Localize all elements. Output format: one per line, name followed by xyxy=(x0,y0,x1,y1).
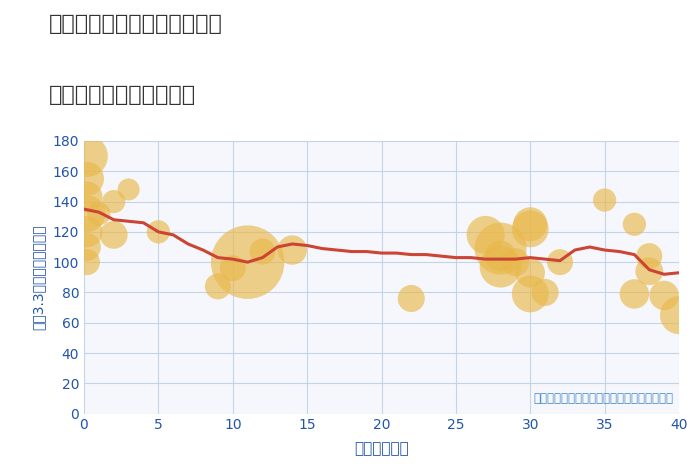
Point xyxy=(659,292,670,299)
Point xyxy=(480,231,491,239)
Point xyxy=(257,248,268,255)
Y-axis label: 坪（3.3㎡）単価（万円）: 坪（3.3㎡）単価（万円） xyxy=(32,225,46,330)
Point xyxy=(629,290,640,298)
Point xyxy=(510,258,521,266)
Text: 円の大きさは、取引のあった物件面積を示す: 円の大きさは、取引のあった物件面積を示す xyxy=(533,392,673,406)
Point xyxy=(673,312,685,319)
Point xyxy=(242,258,253,266)
Point xyxy=(212,282,223,290)
Point xyxy=(287,246,298,254)
Text: 築年数別中古戸建て価格: 築年数別中古戸建て価格 xyxy=(49,85,196,105)
Point xyxy=(81,152,92,160)
Point xyxy=(81,228,92,235)
Point xyxy=(525,290,536,298)
Point xyxy=(525,269,536,276)
Point xyxy=(227,265,238,272)
Point xyxy=(525,220,536,228)
Point xyxy=(81,243,92,251)
Point xyxy=(644,267,655,275)
Text: 神奈川県横浜市栄区小山台の: 神奈川県横浜市栄区小山台の xyxy=(49,14,223,34)
X-axis label: 築年数（年）: 築年数（年） xyxy=(354,441,409,456)
Point xyxy=(406,295,417,302)
Point xyxy=(81,258,92,266)
Point xyxy=(123,186,134,193)
Point xyxy=(554,258,566,266)
Point xyxy=(81,210,92,218)
Point xyxy=(644,252,655,260)
Point xyxy=(81,193,92,201)
Point xyxy=(153,228,164,235)
Point xyxy=(629,220,640,228)
Point xyxy=(599,196,610,204)
Point xyxy=(495,263,506,270)
Point xyxy=(93,210,104,218)
Point xyxy=(495,252,506,260)
Point xyxy=(525,225,536,233)
Point xyxy=(495,245,506,252)
Point xyxy=(108,198,119,205)
Point xyxy=(81,175,92,183)
Point xyxy=(108,231,119,239)
Point xyxy=(540,289,551,296)
